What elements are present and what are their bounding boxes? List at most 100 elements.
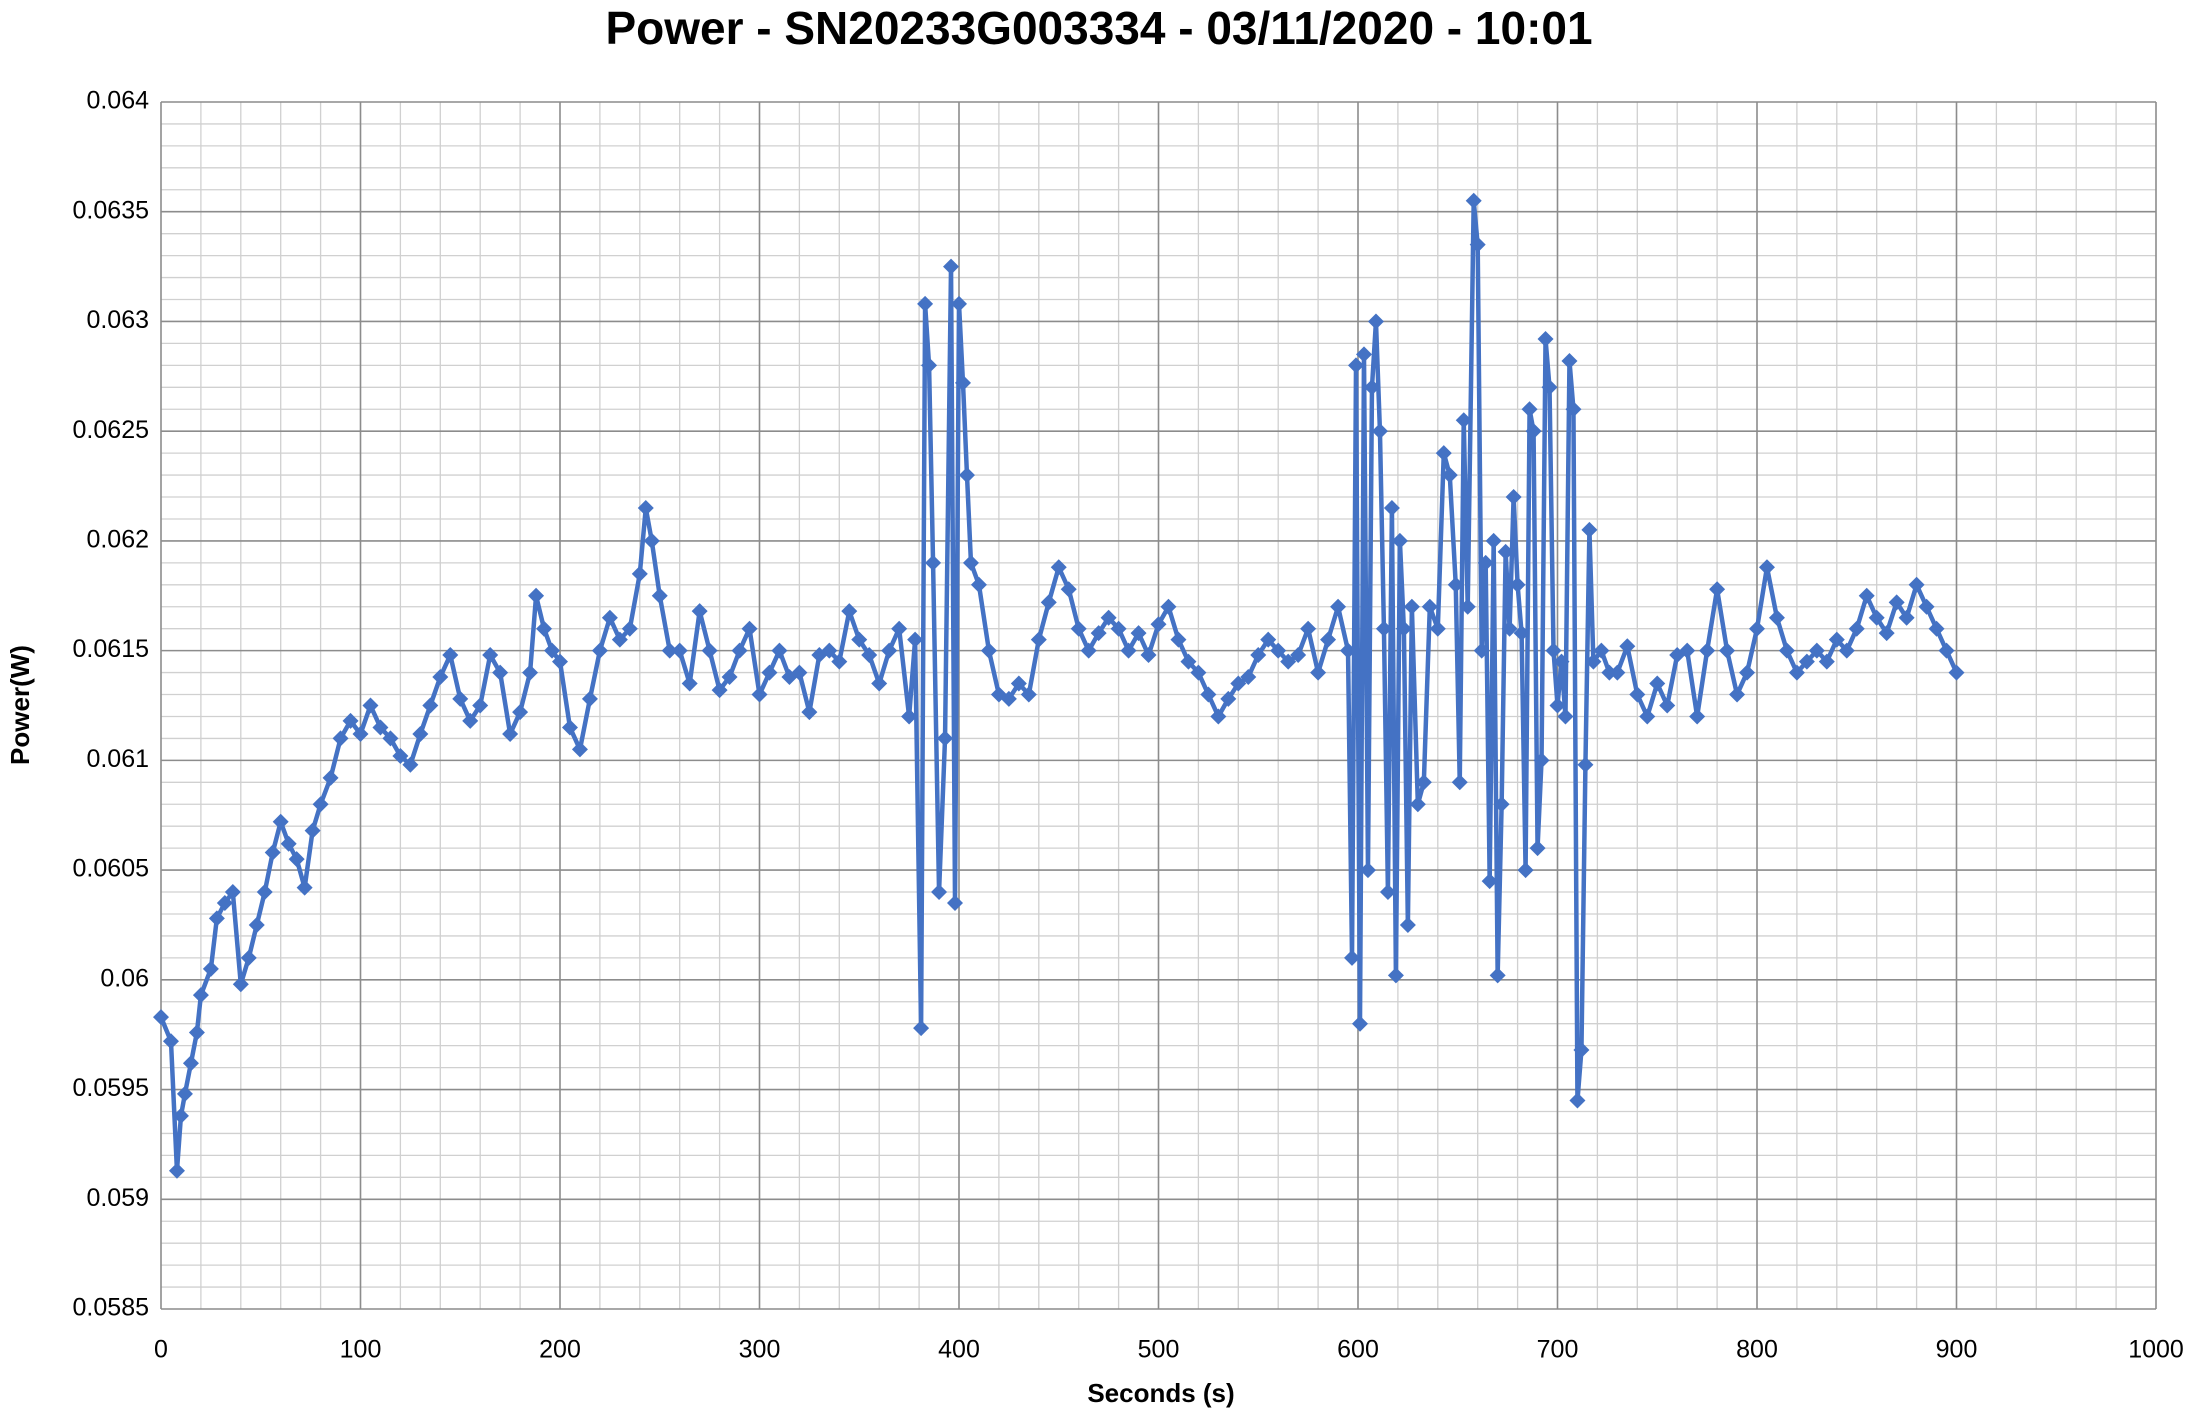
data-point bbox=[208, 910, 225, 927]
data-point bbox=[1485, 532, 1502, 549]
y-axis-title: Power(W) bbox=[5, 645, 35, 765]
data-point bbox=[1719, 642, 1736, 659]
data-point bbox=[891, 620, 908, 637]
data-point bbox=[1497, 543, 1514, 560]
data-point bbox=[1838, 642, 1855, 659]
data-point bbox=[1545, 642, 1562, 659]
data-point bbox=[1798, 653, 1815, 670]
x-tick-label: 700 bbox=[1537, 1336, 1579, 1364]
data-point bbox=[1379, 884, 1396, 901]
data-point bbox=[581, 690, 598, 707]
data-point bbox=[1918, 598, 1935, 615]
data-point bbox=[741, 620, 758, 637]
data-point bbox=[1573, 1042, 1590, 1059]
data-point bbox=[1040, 594, 1057, 611]
data-point bbox=[821, 642, 838, 659]
data-point bbox=[1000, 690, 1017, 707]
data-point bbox=[332, 730, 349, 747]
data-point bbox=[1908, 576, 1925, 593]
data-point bbox=[1465, 192, 1482, 209]
data-point bbox=[1818, 653, 1835, 670]
data-point bbox=[1505, 489, 1522, 506]
data-point bbox=[1649, 675, 1666, 692]
data-point bbox=[1533, 752, 1550, 769]
data-point bbox=[761, 664, 778, 681]
data-point bbox=[1387, 967, 1404, 984]
data-point bbox=[1541, 379, 1558, 396]
data-point bbox=[248, 916, 265, 933]
y-tick-label: 0.064 bbox=[86, 87, 149, 115]
data-point bbox=[1351, 1015, 1368, 1032]
data-point bbox=[962, 554, 979, 571]
data-point bbox=[528, 587, 545, 604]
data-point bbox=[304, 822, 321, 839]
data-point bbox=[1585, 653, 1602, 670]
data-point bbox=[492, 664, 509, 681]
data-point bbox=[931, 884, 948, 901]
data-point bbox=[1399, 916, 1416, 933]
data-point bbox=[643, 532, 660, 549]
grid: 0 100 200 300 400 500 600 700 800 900 1000 0.0585 0.… bbox=[73, 87, 2184, 1364]
y-tick-label: 0.061 bbox=[86, 745, 149, 773]
data-point bbox=[192, 987, 209, 1004]
data-point bbox=[1070, 620, 1087, 637]
data-point bbox=[1553, 653, 1570, 670]
data-point bbox=[1210, 708, 1227, 725]
data-point bbox=[1689, 708, 1706, 725]
data-point bbox=[851, 631, 868, 648]
y-tick-label: 0.0585 bbox=[73, 1294, 149, 1322]
data-point bbox=[925, 554, 942, 571]
data-point bbox=[1090, 625, 1107, 642]
data-point bbox=[1629, 686, 1646, 703]
data-point bbox=[224, 884, 241, 901]
data-point bbox=[1501, 620, 1518, 637]
data-point bbox=[1415, 774, 1432, 791]
x-tick-label: 800 bbox=[1736, 1336, 1778, 1364]
data-point bbox=[591, 642, 608, 659]
x-tick-label: 1000 bbox=[2128, 1336, 2184, 1364]
x-tick-label: 500 bbox=[1138, 1336, 1180, 1364]
data-point bbox=[1080, 642, 1097, 659]
data-point bbox=[1609, 664, 1626, 681]
y-tick-label: 0.062 bbox=[86, 526, 149, 554]
data-point bbox=[1260, 631, 1277, 648]
data-point bbox=[342, 712, 359, 729]
y-tick-label: 0.059 bbox=[86, 1184, 149, 1212]
x-tick-label: 100 bbox=[340, 1336, 382, 1364]
data-point bbox=[182, 1055, 199, 1072]
data-point bbox=[1344, 949, 1361, 966]
data-point bbox=[1100, 609, 1117, 626]
data-point bbox=[1521, 401, 1538, 418]
data-point bbox=[921, 357, 938, 374]
data-point bbox=[1878, 625, 1895, 642]
data-point bbox=[1130, 625, 1147, 642]
data-point bbox=[1455, 412, 1472, 429]
data-point bbox=[1200, 686, 1217, 703]
x-tick-label: 400 bbox=[938, 1336, 980, 1364]
data-point bbox=[913, 1020, 930, 1037]
data-point bbox=[442, 647, 459, 664]
data-point bbox=[1395, 620, 1412, 637]
data-point bbox=[1348, 357, 1365, 374]
data-point bbox=[536, 620, 553, 637]
data-point bbox=[980, 642, 997, 659]
y-tick-label: 0.063 bbox=[86, 306, 149, 334]
data-point bbox=[1788, 664, 1805, 681]
data-point bbox=[681, 675, 698, 692]
data-point bbox=[502, 726, 519, 743]
data-point bbox=[1619, 638, 1636, 655]
data-point bbox=[1340, 642, 1357, 659]
data-point bbox=[256, 884, 273, 901]
data-point bbox=[1659, 697, 1676, 714]
data-point bbox=[422, 697, 439, 714]
data-point bbox=[1180, 653, 1197, 670]
data-point bbox=[1010, 675, 1027, 692]
data-point bbox=[1699, 642, 1716, 659]
data-point bbox=[601, 609, 618, 626]
data-point bbox=[1561, 352, 1578, 369]
data-point bbox=[240, 949, 257, 966]
data-point bbox=[1190, 664, 1207, 681]
data-point bbox=[1375, 620, 1392, 637]
data-point bbox=[561, 719, 578, 736]
